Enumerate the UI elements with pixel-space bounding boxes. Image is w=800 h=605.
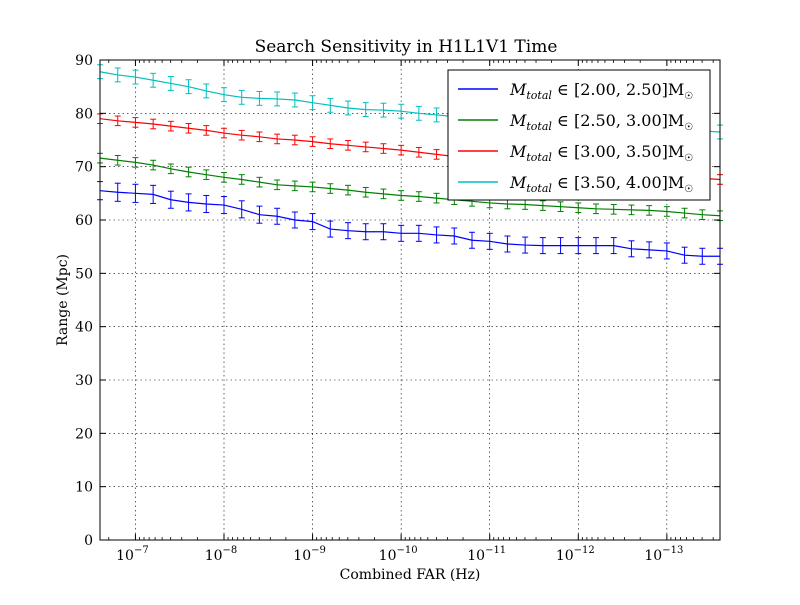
legend-sun: ☉	[684, 91, 693, 102]
y-tick-label: 0	[84, 533, 93, 549]
x-tick-label: 10−13	[644, 545, 683, 564]
legend-item: Mtotal ∈ [2.00, 2.50]M☉	[458, 80, 693, 102]
legend-sub: total	[526, 120, 552, 133]
x-tick-exponent: −9	[311, 545, 326, 556]
x-tick-exponent: −13	[662, 545, 683, 556]
legend-sun: ☉	[684, 153, 693, 164]
series-2	[97, 152, 723, 222]
x-tick-base: 10	[556, 548, 574, 564]
legend-range: ∈ [3.00, 3.50]M	[552, 142, 684, 161]
x-tick-label: 10−7	[116, 545, 149, 564]
y-tick-label: 40	[75, 320, 93, 336]
x-tick-label: 10−9	[293, 545, 326, 564]
legend-prefix: M	[509, 142, 527, 161]
legend-label: Mtotal ∈ [3.00, 3.50]M☉	[509, 142, 693, 164]
legend-item: Mtotal ∈ [3.00, 3.50]M☉	[458, 142, 693, 164]
legend-sun: ☉	[684, 122, 693, 133]
x-tick-base: 10	[293, 548, 311, 564]
legend-sub: total	[526, 89, 552, 102]
legend-label: Mtotal ∈ [2.00, 2.50]M☉	[509, 80, 693, 102]
legend-box	[447, 69, 711, 201]
legend-sub: total	[526, 182, 552, 195]
x-tick-label: 10−11	[467, 545, 506, 564]
series-line	[99, 190, 720, 257]
x-tick-exponent: −10	[397, 545, 418, 556]
y-axis-label: Range (Mpc)	[55, 254, 71, 346]
legend: Mtotal ∈ [2.00, 2.50]M☉Mtotal ∈ [2.50, 3…	[447, 69, 711, 201]
x-axis-label: Combined FAR (Hz)	[340, 567, 481, 583]
legend-prefix: M	[509, 111, 527, 130]
legend-range: ∈ [2.50, 3.00]M	[552, 111, 684, 130]
x-tick-base: 10	[379, 548, 397, 564]
series-line	[99, 157, 721, 217]
y-tick-label: 30	[75, 373, 93, 389]
y-tick-label: 50	[75, 266, 93, 282]
x-tick-exponent: −12	[574, 545, 595, 556]
x-tick-label: 10−8	[205, 545, 238, 564]
legend-range: ∈ [3.50, 4.00]M	[552, 173, 684, 192]
legend-sun: ☉	[684, 184, 693, 195]
x-tick-base: 10	[116, 548, 134, 564]
y-tick-label: 70	[75, 160, 93, 176]
y-tick-label: 60	[75, 213, 93, 229]
legend-prefix: M	[509, 80, 527, 99]
legend-sub: total	[526, 151, 552, 164]
x-tick-exponent: −11	[485, 545, 506, 556]
y-tick-label: 20	[75, 426, 93, 442]
legend-item: Mtotal ∈ [2.50, 3.00]M☉	[458, 111, 693, 133]
x-tick-base: 10	[467, 548, 485, 564]
legend-label: Mtotal ∈ [2.50, 3.00]M☉	[509, 111, 693, 133]
legend-range: ∈ [2.00, 2.50]M	[552, 80, 684, 99]
x-tick-label: 10−12	[556, 545, 595, 564]
y-tick-label: 80	[75, 106, 93, 122]
y-tick-label: 10	[75, 480, 93, 496]
grid	[100, 60, 720, 540]
series-1	[97, 181, 723, 265]
x-tick-exponent: −8	[223, 545, 238, 556]
x-tick-label: 10−10	[379, 545, 418, 564]
x-tick-exponent: −7	[134, 545, 149, 556]
x-tick-base: 10	[644, 548, 662, 564]
chart-title: Search Sensitivity in H1L1V1 Time	[255, 37, 558, 57]
legend-prefix: M	[509, 173, 527, 192]
y-tick-label: 90	[75, 53, 93, 69]
legend-item: Mtotal ∈ [3.50, 4.00]M☉	[458, 173, 693, 195]
x-tick-base: 10	[205, 548, 223, 564]
legend-label: Mtotal ∈ [3.50, 4.00]M☉	[509, 173, 693, 195]
